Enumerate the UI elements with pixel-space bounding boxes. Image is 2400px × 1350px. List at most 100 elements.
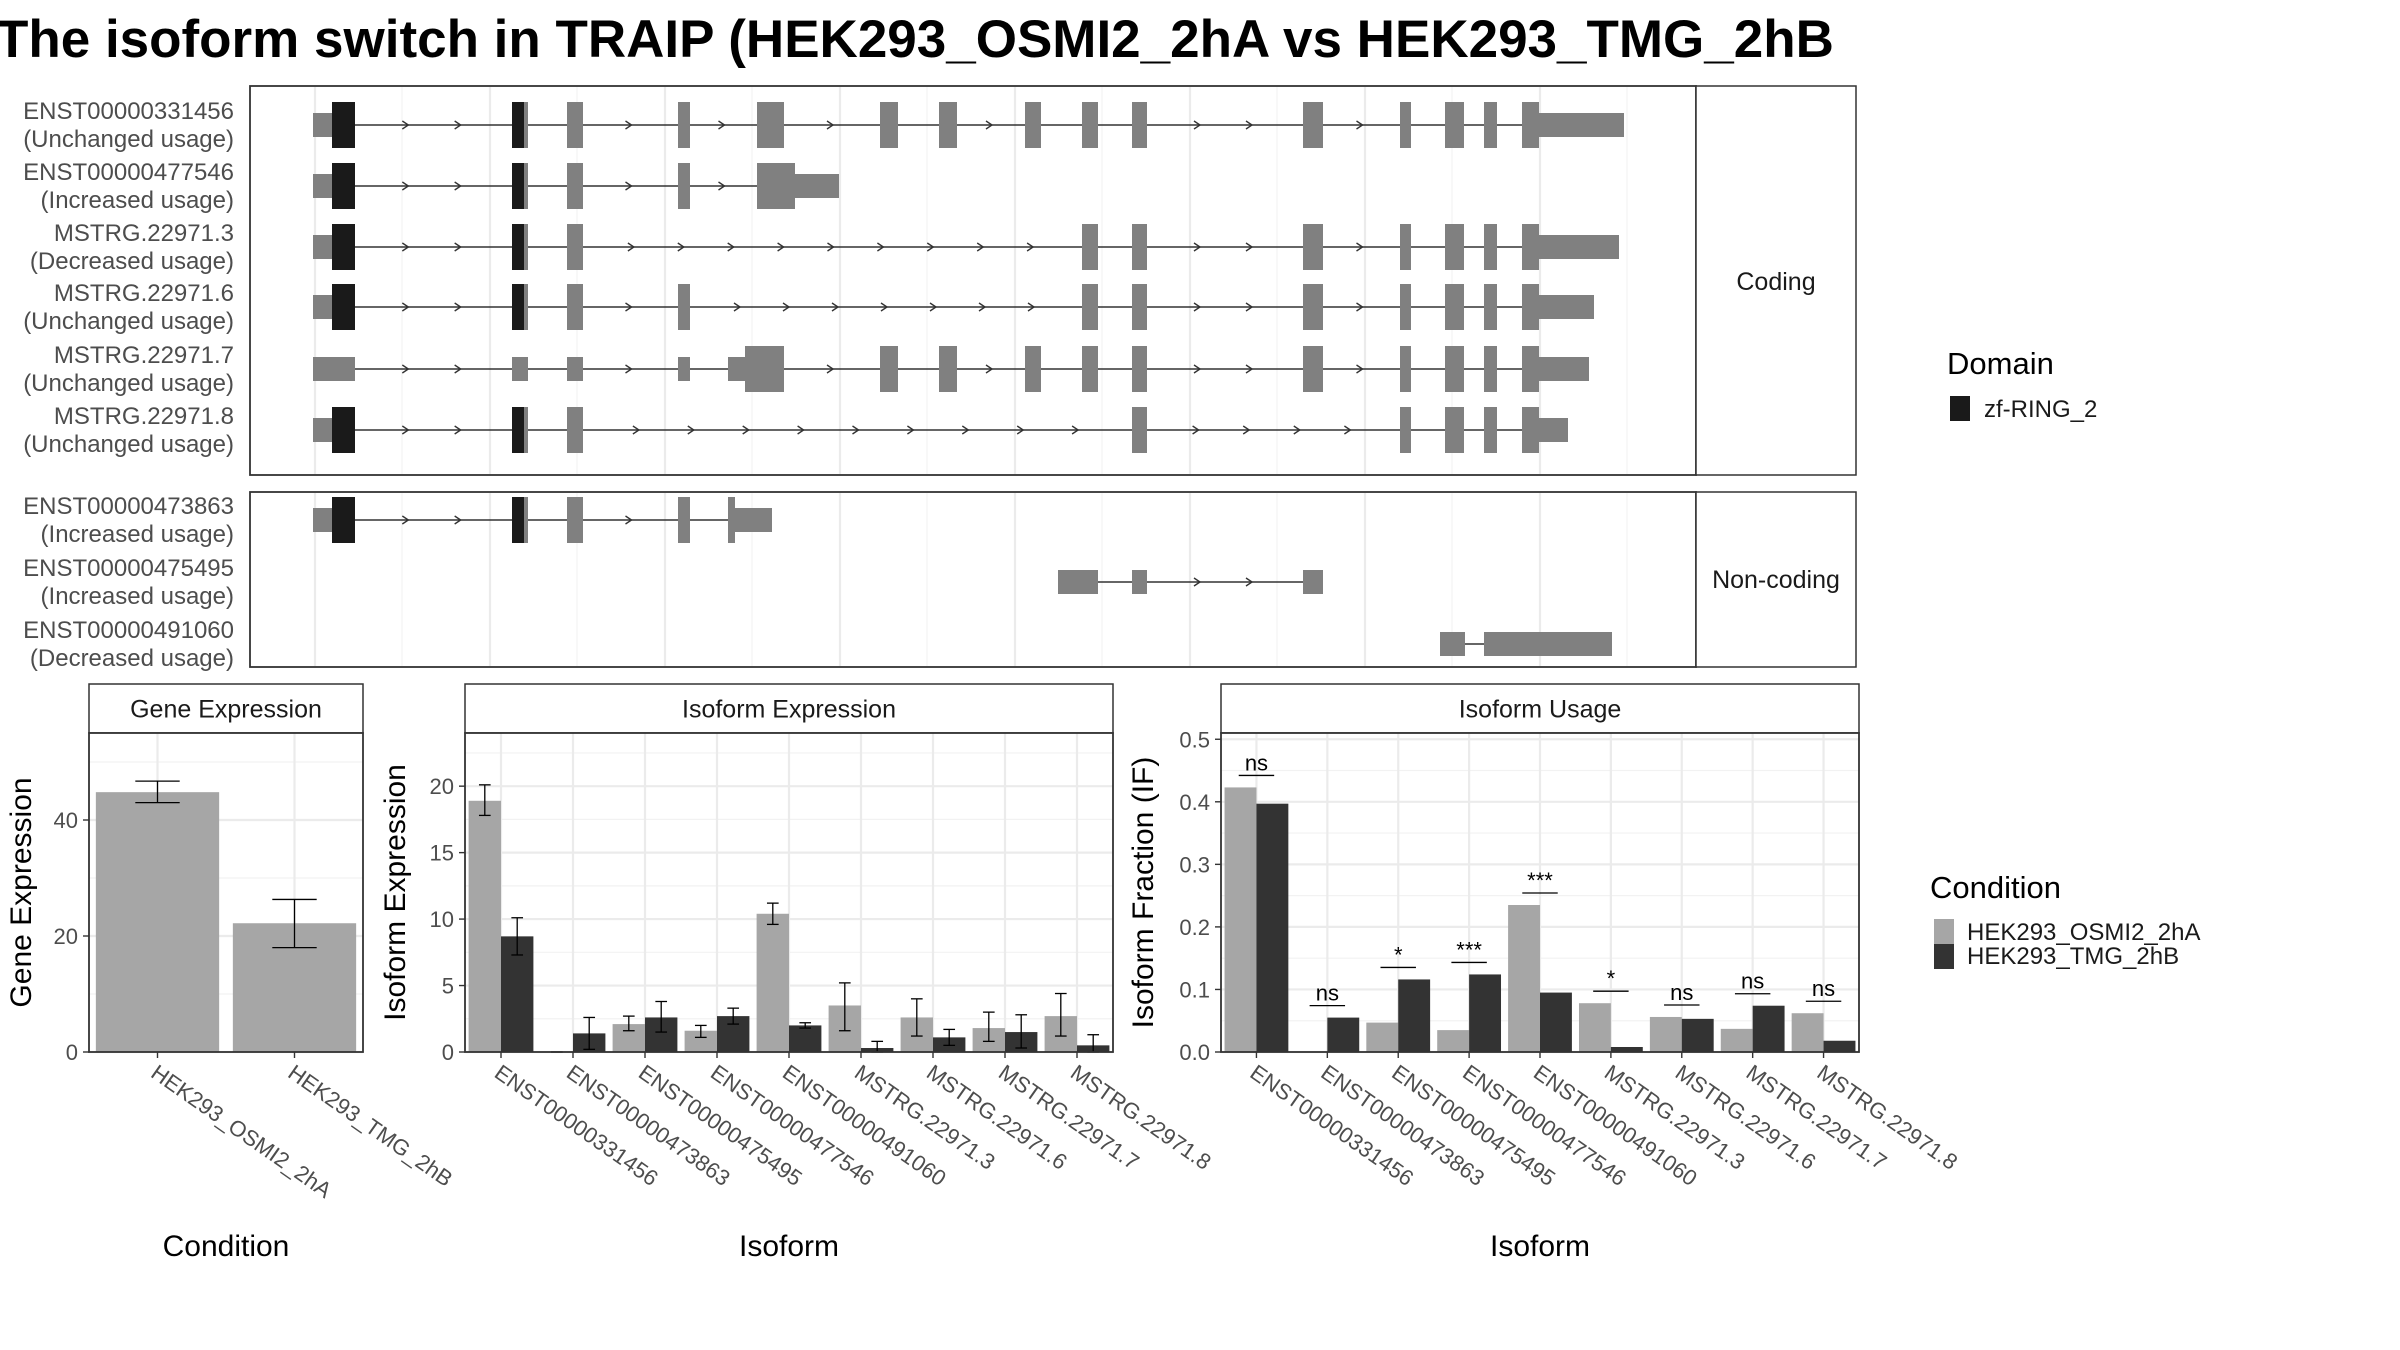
y-tick-label: 20 xyxy=(54,924,78,949)
exon-block xyxy=(1082,102,1098,148)
bar xyxy=(684,1030,717,1052)
intron-arrow xyxy=(625,364,633,374)
panel-strip xyxy=(1220,683,1860,734)
transcript-usage-label: (Unchanged usage) xyxy=(23,370,234,397)
exon-block xyxy=(313,113,332,137)
y-tick-label: 5 xyxy=(442,974,454,999)
exon-block xyxy=(512,357,528,381)
y-axis-title: Isoform Fraction (IF) xyxy=(1127,757,1160,1029)
intron-arrow xyxy=(687,425,696,435)
domain-block xyxy=(332,497,355,543)
exon-block xyxy=(1303,224,1323,270)
intron-arrow xyxy=(976,242,985,252)
exon-block xyxy=(567,102,583,148)
coding-strip xyxy=(1695,85,1857,476)
intron-arrow xyxy=(677,242,686,252)
exon-block xyxy=(1025,346,1041,392)
exon-block xyxy=(1400,102,1411,148)
intron-arrow xyxy=(1026,242,1035,252)
exon-block xyxy=(567,284,583,330)
noncoding-structure-panel: Non-coding ENST00000473863(Increased usa… xyxy=(23,491,1857,672)
exon-block xyxy=(1082,224,1098,270)
significance-label: *** xyxy=(1456,937,1482,962)
coding-strip-label: Coding xyxy=(1736,268,1815,296)
x-axis-title: Isoform xyxy=(1490,1230,1590,1263)
intron-arrow xyxy=(454,242,462,252)
intron-arrow xyxy=(1193,364,1202,374)
exon-block xyxy=(313,174,332,198)
significance-label: *** xyxy=(1527,868,1553,893)
bar xyxy=(1752,1005,1785,1052)
intron-arrow xyxy=(401,120,410,130)
exon-block xyxy=(1484,224,1497,270)
exon-block xyxy=(1132,284,1147,330)
bar xyxy=(1366,1022,1399,1052)
condition-legend: Condition HEK293_OSMI2_2hA HEK293_TMG_2h… xyxy=(1930,870,2200,970)
exon-block xyxy=(1484,102,1497,148)
intron-arrow xyxy=(880,302,889,312)
domain-block xyxy=(332,284,355,330)
exon-block xyxy=(1539,295,1594,319)
bar xyxy=(1540,992,1572,1052)
y-tick-label: 0.0 xyxy=(1179,1040,1210,1065)
exon-block xyxy=(939,102,957,148)
panel-strip-title: Isoform Expression xyxy=(682,696,896,724)
domain-block xyxy=(332,407,355,453)
exon-block xyxy=(1445,407,1464,453)
y-tick-label: 0.2 xyxy=(1179,915,1210,940)
bar xyxy=(1791,1013,1824,1052)
y-axis-title: Gene Expression xyxy=(5,777,38,1007)
significance-label: * xyxy=(1607,966,1616,991)
intron-arrow xyxy=(1242,425,1251,435)
domain-block xyxy=(332,163,355,209)
exon-block xyxy=(1445,284,1464,330)
significance-label: * xyxy=(1394,942,1403,967)
panel-strip-title: Isoform Usage xyxy=(1459,696,1622,724)
intron-arrow xyxy=(827,242,835,252)
intron-arrow xyxy=(826,364,835,374)
bar xyxy=(468,800,501,1052)
intron-arrow xyxy=(985,120,994,130)
intron-arrow xyxy=(826,120,835,130)
plot-frame xyxy=(88,732,364,1053)
bar xyxy=(1578,1003,1611,1052)
intron-arrow xyxy=(401,425,410,435)
exon-block xyxy=(880,346,898,392)
exon-block xyxy=(524,284,528,330)
bar xyxy=(1469,974,1502,1052)
domain-legend-swatch xyxy=(1950,396,1970,421)
exon-block xyxy=(567,407,583,453)
intron-arrow xyxy=(1245,302,1254,312)
exon-block xyxy=(678,163,690,209)
intron-arrow xyxy=(852,425,860,435)
domain-block xyxy=(332,224,355,270)
transcript-structure-row xyxy=(1058,570,1323,594)
panel-strip xyxy=(88,683,364,734)
intron-arrow xyxy=(727,242,735,252)
bar xyxy=(1649,1016,1682,1052)
bar xyxy=(789,1025,822,1052)
exon-block xyxy=(728,357,745,381)
intron-arrow xyxy=(454,425,462,435)
exon-block xyxy=(567,163,583,209)
exon-block xyxy=(567,224,583,270)
bar xyxy=(756,913,789,1052)
bar xyxy=(1823,1040,1856,1052)
transcript-id-label: ENST00000331456 xyxy=(23,98,234,125)
bar xyxy=(1256,803,1289,1052)
transcript-structure-row xyxy=(313,284,1594,330)
intron-arrow xyxy=(1344,425,1352,435)
intron-arrow xyxy=(401,242,410,252)
intron-arrow xyxy=(782,302,791,312)
intron-arrow xyxy=(831,302,840,312)
bar xyxy=(1508,905,1540,1052)
intron-arrow xyxy=(625,302,633,312)
coding-panel-grid xyxy=(313,87,1628,474)
significance-label: ns xyxy=(1812,976,1835,1001)
transcript-usage-label: (Unchanged usage) xyxy=(23,126,234,153)
y-tick-label: 40 xyxy=(54,808,78,833)
exon-block xyxy=(1445,102,1464,148)
intron-arrow xyxy=(627,242,636,252)
condition-legend-swatch-a xyxy=(1934,919,1954,944)
